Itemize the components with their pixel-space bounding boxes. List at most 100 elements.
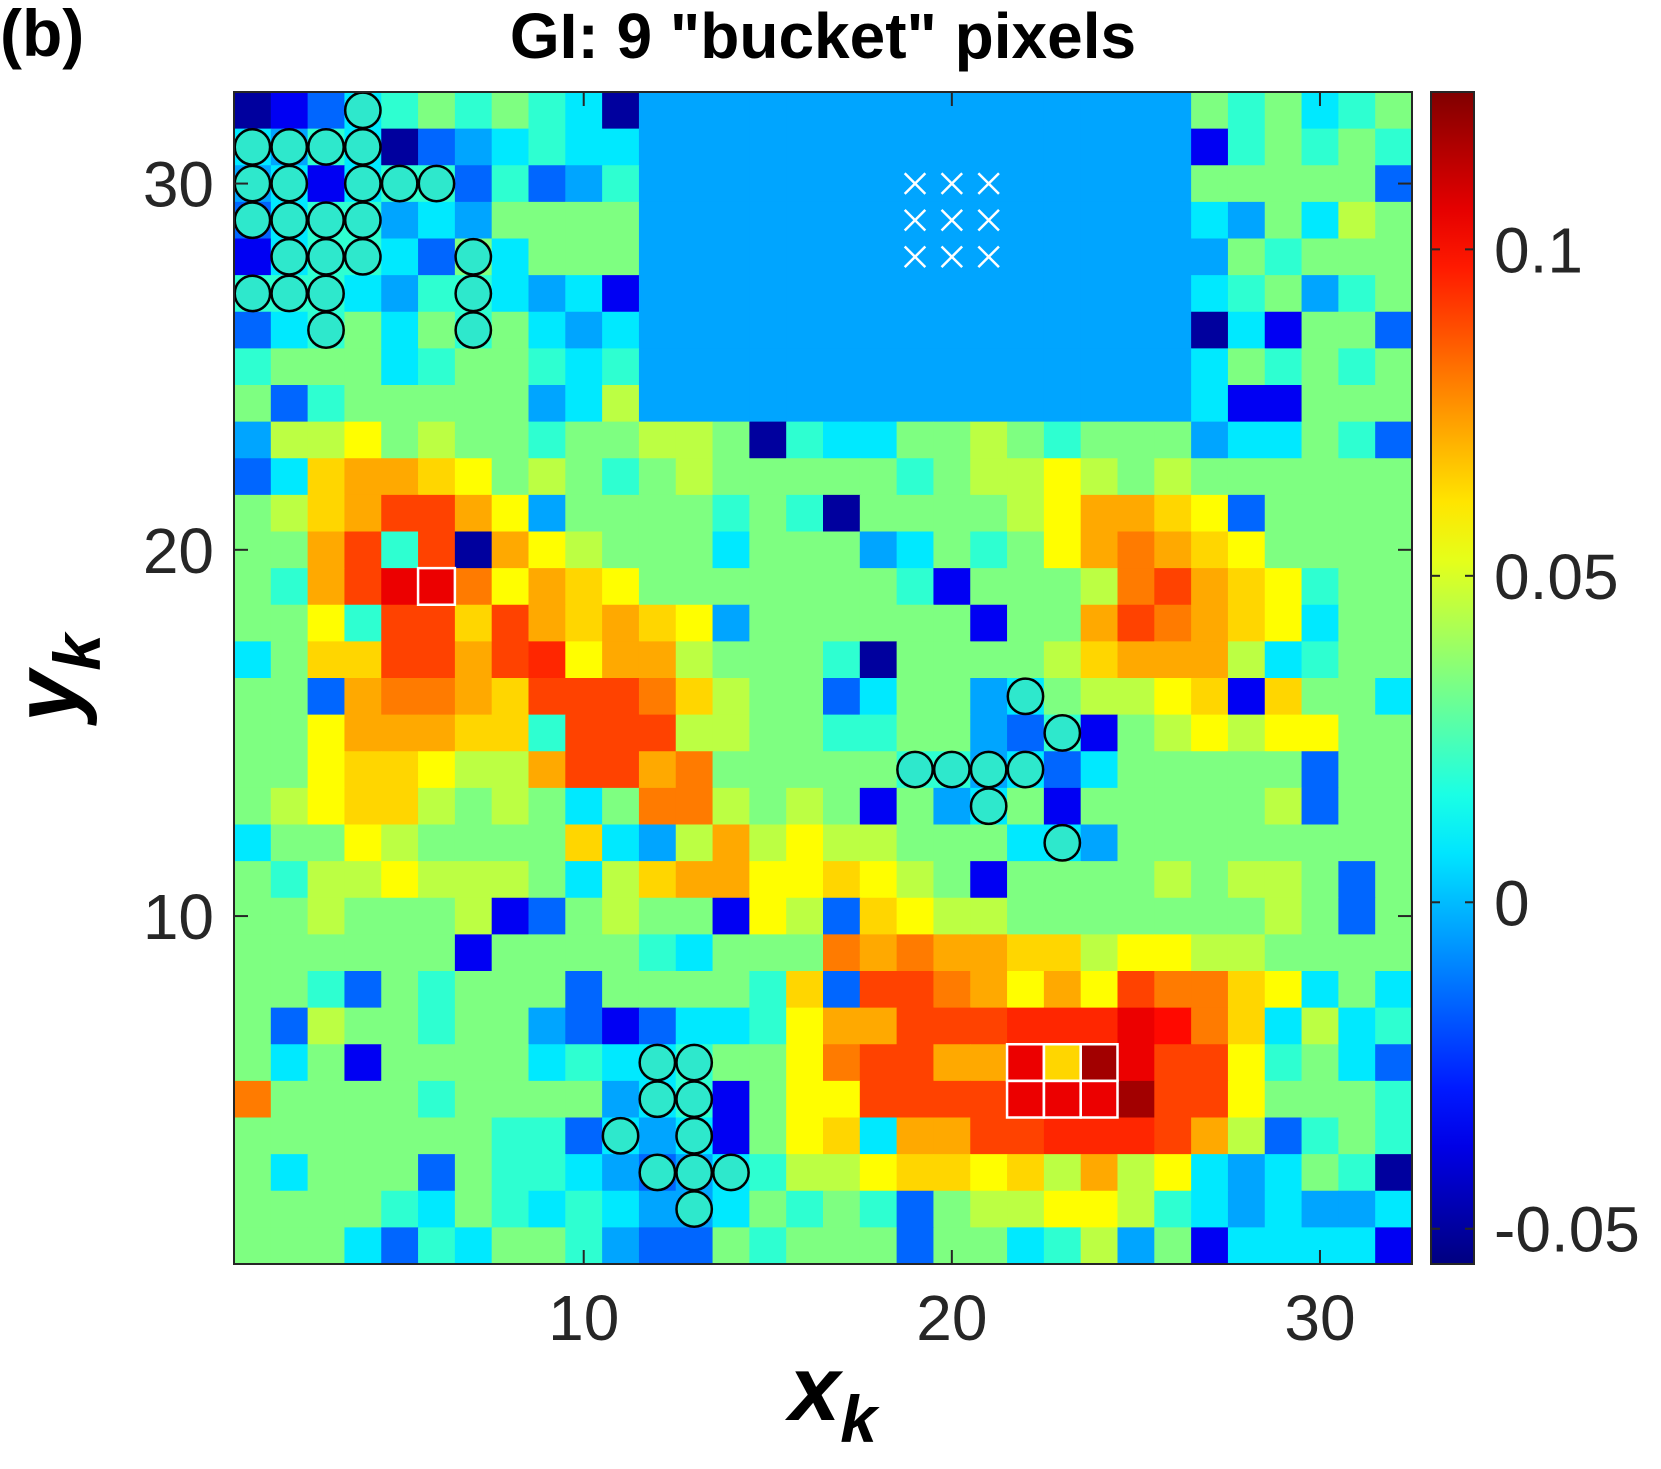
heatmap-cell bbox=[859, 458, 898, 496]
heatmap-cell bbox=[1375, 714, 1413, 752]
heatmap-cell bbox=[418, 934, 456, 972]
heatmap-cell bbox=[896, 1117, 935, 1155]
heatmap-cell bbox=[1338, 604, 1376, 642]
heatmap-cell bbox=[786, 1080, 824, 1119]
heatmap-cell bbox=[1191, 92, 1229, 130]
heatmap-cell bbox=[1007, 1154, 1045, 1192]
heatmap-cell bbox=[1338, 934, 1376, 972]
heatmap-cell bbox=[528, 1007, 566, 1045]
heatmap-cell bbox=[270, 934, 309, 972]
y-tick-label: 10 bbox=[143, 881, 214, 953]
heatmap-cell bbox=[712, 531, 750, 569]
heatmap-cell bbox=[1080, 348, 1119, 386]
heatmap-cell bbox=[307, 604, 346, 642]
heatmap-cell bbox=[307, 971, 346, 1009]
heatmap-cell bbox=[565, 934, 603, 972]
heatmap-cell bbox=[270, 421, 309, 459]
heatmap-cell bbox=[307, 421, 346, 459]
heatmap-cell bbox=[1264, 678, 1303, 716]
heatmap-cell bbox=[528, 971, 566, 1009]
heatmap-cell bbox=[418, 458, 456, 496]
heatmap-cell bbox=[418, 385, 456, 423]
heatmap-cell bbox=[344, 824, 382, 862]
heatmap-cell bbox=[602, 568, 640, 606]
heatmap-cell bbox=[234, 1044, 272, 1082]
heatmap-cell bbox=[381, 421, 419, 459]
heatmap-cell bbox=[307, 1007, 346, 1045]
heatmap-cell bbox=[565, 604, 603, 642]
heatmap-cell bbox=[823, 238, 861, 276]
heatmap-cell bbox=[491, 751, 530, 789]
heatmap-cell bbox=[1264, 165, 1303, 203]
heatmap-cell bbox=[749, 1117, 787, 1155]
heatmap-cell bbox=[970, 1044, 1008, 1082]
heatmap-cell bbox=[565, 458, 603, 496]
heatmap-cell bbox=[1375, 128, 1413, 166]
heatmap-cell bbox=[786, 897, 824, 935]
heatmap-cell bbox=[270, 751, 309, 789]
heatmap-cell bbox=[933, 311, 971, 349]
heatmap-cell bbox=[1154, 1117, 1192, 1155]
heatmap-cell bbox=[1301, 1190, 1339, 1228]
heatmap-cell bbox=[1043, 897, 1082, 935]
heatmap-cell bbox=[1301, 824, 1339, 862]
heatmap-cell bbox=[786, 1227, 824, 1265]
heatmap-cell bbox=[1301, 494, 1339, 533]
heatmap-cell bbox=[638, 165, 677, 203]
heatmap-cell bbox=[1080, 787, 1119, 826]
heatmap-cell bbox=[823, 1154, 861, 1192]
heatmap-cell bbox=[1007, 934, 1045, 972]
heatmap-cell bbox=[602, 1154, 640, 1192]
heatmap-cell bbox=[933, 824, 971, 862]
heatmap-cell bbox=[859, 421, 898, 459]
heatmap-cell bbox=[1375, 568, 1413, 606]
circle-marker bbox=[1006, 677, 1045, 716]
heatmap-cell bbox=[418, 531, 456, 569]
circle-marker bbox=[270, 128, 309, 166]
heatmap-cell bbox=[675, 861, 714, 899]
heatmap-cell bbox=[675, 714, 714, 752]
heatmap-cell bbox=[418, 348, 456, 386]
heatmap-cell bbox=[1375, 1154, 1413, 1192]
heatmap-cell bbox=[491, 1044, 530, 1082]
heatmap-cell bbox=[344, 1007, 382, 1045]
heatmap-cell bbox=[454, 458, 493, 496]
heatmap-cell bbox=[381, 92, 419, 130]
heatmap-cell bbox=[1227, 348, 1266, 386]
heatmap-cell bbox=[344, 1117, 382, 1155]
heatmap-cell bbox=[344, 787, 382, 826]
heatmap-cell bbox=[418, 1190, 456, 1228]
heatmap-cell bbox=[933, 1007, 971, 1045]
heatmap-cell bbox=[1043, 1007, 1082, 1045]
heatmap-cell bbox=[749, 1080, 787, 1119]
heatmap-cell bbox=[418, 641, 456, 679]
heatmap-cell bbox=[1375, 238, 1413, 276]
heatmap-cell bbox=[454, 1154, 493, 1192]
heatmap-cell bbox=[749, 1190, 787, 1228]
heatmap-cell bbox=[749, 1154, 787, 1192]
heatmap-cell bbox=[381, 1007, 419, 1045]
heatmap-cell bbox=[1338, 714, 1376, 752]
heatmap-cell bbox=[1301, 458, 1339, 496]
heatmap-cell bbox=[1154, 568, 1192, 606]
heatmap-cell bbox=[1007, 1117, 1045, 1155]
heatmap-cell bbox=[1375, 201, 1413, 240]
heatmap-cell bbox=[381, 1154, 419, 1192]
heatmap-cell bbox=[712, 934, 750, 972]
heatmap-cell bbox=[1264, 275, 1303, 313]
heatmap-cell bbox=[638, 1117, 677, 1155]
heatmap-cell bbox=[1117, 678, 1155, 716]
heatmap-cell bbox=[234, 1117, 272, 1155]
heatmap-cell bbox=[896, 421, 935, 459]
heatmap-cell bbox=[1007, 275, 1045, 313]
heatmap-cell bbox=[786, 1190, 824, 1228]
heatmap-cell bbox=[1154, 311, 1192, 349]
heatmap-cell bbox=[491, 678, 530, 716]
heatmap-cell bbox=[1080, 458, 1119, 496]
heatmap-cell bbox=[970, 494, 1008, 533]
heatmap-cell bbox=[270, 1227, 309, 1265]
heatmap-cell bbox=[712, 1190, 750, 1228]
heatmap-cell bbox=[528, 824, 566, 862]
heatmap-cell bbox=[970, 311, 1008, 349]
